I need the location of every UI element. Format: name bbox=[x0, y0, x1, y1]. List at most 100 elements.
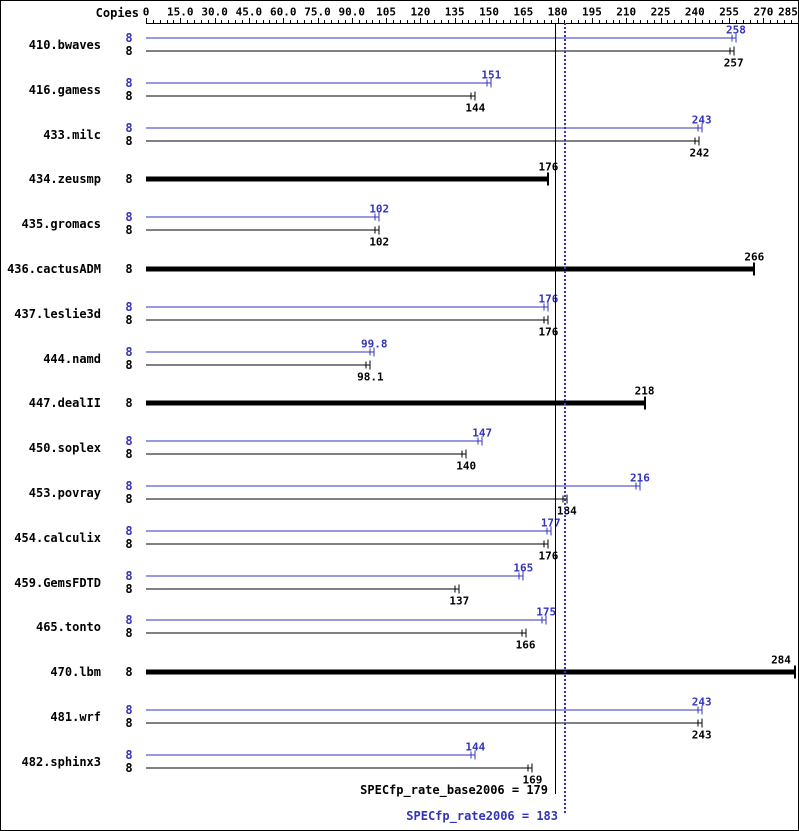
axis-minor-tick bbox=[413, 20, 415, 23]
peak-value-label: 216 bbox=[630, 471, 650, 485]
copies-value: 8 bbox=[125, 120, 133, 135]
peak-rate-label: SPECfp_rate2006 = 183 bbox=[406, 809, 558, 823]
value-label: 266 bbox=[744, 250, 765, 264]
axis-tick bbox=[351, 18, 353, 23]
bar-end-tick bbox=[458, 584, 460, 594]
copies-value: 8 bbox=[125, 447, 133, 462]
axis-tick bbox=[797, 18, 798, 23]
axis-tick bbox=[557, 18, 559, 23]
peak-value-label: 175 bbox=[536, 605, 557, 619]
axis-minor-tick bbox=[543, 20, 545, 23]
copies-value: 8 bbox=[125, 479, 133, 493]
axis-minor-tick bbox=[475, 20, 477, 23]
copies-value: 8 bbox=[125, 747, 133, 762]
bar-end-tick bbox=[733, 46, 735, 56]
axis-tick-label: 195 bbox=[581, 5, 602, 19]
axis-tick-label: 270 bbox=[753, 5, 774, 19]
axis-minor-tick bbox=[221, 20, 223, 23]
axis-minor-tick bbox=[200, 20, 202, 23]
copies-value: 8 bbox=[125, 716, 133, 730]
peak-bar bbox=[146, 306, 549, 308]
axis-minor-tick bbox=[207, 20, 209, 23]
axis-minor-tick bbox=[564, 20, 566, 23]
copies-value: 8 bbox=[125, 396, 133, 411]
axis-minor-tick bbox=[399, 20, 401, 23]
copies-value: 8 bbox=[125, 223, 133, 238]
axis-minor-tick bbox=[722, 20, 724, 23]
axis-tick bbox=[214, 18, 216, 23]
axis-tick-label: 150 bbox=[479, 5, 499, 19]
copies-value: 8 bbox=[125, 665, 133, 680]
peak-value-label: 258 bbox=[726, 23, 746, 37]
peak-value-label: 99.8 bbox=[360, 337, 388, 351]
x-axis-line bbox=[146, 23, 798, 24]
axis-minor-tick bbox=[262, 20, 264, 23]
bar-end-tick bbox=[543, 540, 545, 548]
peak-value-label: 243 bbox=[691, 695, 712, 709]
axis-tick bbox=[763, 18, 765, 23]
benchmark-label: 435.gromacs bbox=[21, 217, 101, 232]
peak-value-label: 147 bbox=[472, 426, 493, 440]
copies-value: 8 bbox=[125, 133, 133, 148]
axis-tick-label: 210 bbox=[616, 5, 637, 19]
copies-value: 8 bbox=[125, 357, 133, 372]
copies-value: 8 bbox=[125, 626, 133, 641]
base-bar bbox=[146, 229, 380, 231]
benchmark-label: 436.cactusADM bbox=[7, 262, 101, 276]
axis-minor-tick bbox=[187, 20, 189, 23]
peak-bar bbox=[146, 485, 640, 487]
base-value-label: 144 bbox=[465, 101, 486, 115]
axis-minor-tick bbox=[578, 20, 580, 23]
copies-value: 8 bbox=[125, 312, 133, 327]
benchmark-label: 444.namd bbox=[43, 351, 101, 366]
bar-end-tick bbox=[550, 526, 552, 536]
base-bar bbox=[146, 140, 700, 142]
axis-tick-label: 105 bbox=[376, 5, 397, 19]
peak-value-label: 102 bbox=[369, 202, 390, 216]
base-bar bbox=[146, 722, 702, 724]
peak-value-label: 144 bbox=[465, 740, 486, 754]
bar-end-tick bbox=[486, 79, 488, 87]
base-peak-bar bbox=[146, 669, 796, 675]
base-bar bbox=[146, 364, 371, 366]
axis-tick-label: 75.0 bbox=[304, 5, 331, 19]
axis-tick-label: 225 bbox=[650, 5, 671, 19]
axis-minor-tick bbox=[735, 20, 737, 23]
base-value-label: 242 bbox=[689, 146, 710, 160]
axis-minor-tick bbox=[372, 20, 374, 23]
axis-minor-tick bbox=[242, 20, 244, 23]
bar-end-tick bbox=[525, 628, 527, 638]
base-bar bbox=[146, 95, 476, 97]
axis-tick bbox=[489, 18, 491, 23]
axis-minor-tick bbox=[653, 20, 655, 23]
base-bar bbox=[146, 632, 526, 634]
axis-minor-tick bbox=[742, 20, 744, 23]
axis-minor-tick bbox=[585, 20, 587, 23]
benchmark-label: 410.bwaves bbox=[28, 38, 101, 52]
bar-end-tick bbox=[365, 361, 367, 369]
benchmark-label: 447.dealII bbox=[28, 396, 101, 411]
peak-bar bbox=[146, 82, 492, 84]
copies-value: 8 bbox=[125, 299, 133, 314]
bar-end-tick bbox=[729, 47, 731, 55]
axis-tick bbox=[523, 18, 525, 23]
bar-end-tick bbox=[697, 124, 699, 132]
axis-tick-label: 255 bbox=[719, 5, 740, 19]
base-value-label: 176 bbox=[538, 549, 559, 563]
axis-tick-label: 285 bbox=[778, 5, 798, 19]
bar-end-tick bbox=[518, 572, 520, 580]
axis-minor-tick bbox=[633, 20, 635, 23]
axis-minor-tick bbox=[571, 20, 573, 23]
axis-minor-tick bbox=[550, 20, 552, 23]
axis-minor-tick bbox=[530, 20, 532, 23]
bar-end-tick bbox=[698, 136, 700, 146]
axis-minor-tick bbox=[310, 20, 312, 23]
copies-value: 8 bbox=[125, 434, 133, 449]
bar-end-tick bbox=[639, 481, 641, 491]
bar-end-tick bbox=[753, 262, 756, 276]
axis-minor-tick bbox=[290, 20, 292, 23]
axis-minor-tick bbox=[427, 20, 429, 23]
bar-end-tick bbox=[697, 706, 699, 714]
benchmark-label: 437.leslie3d bbox=[14, 306, 101, 321]
axis-tick bbox=[454, 18, 456, 23]
